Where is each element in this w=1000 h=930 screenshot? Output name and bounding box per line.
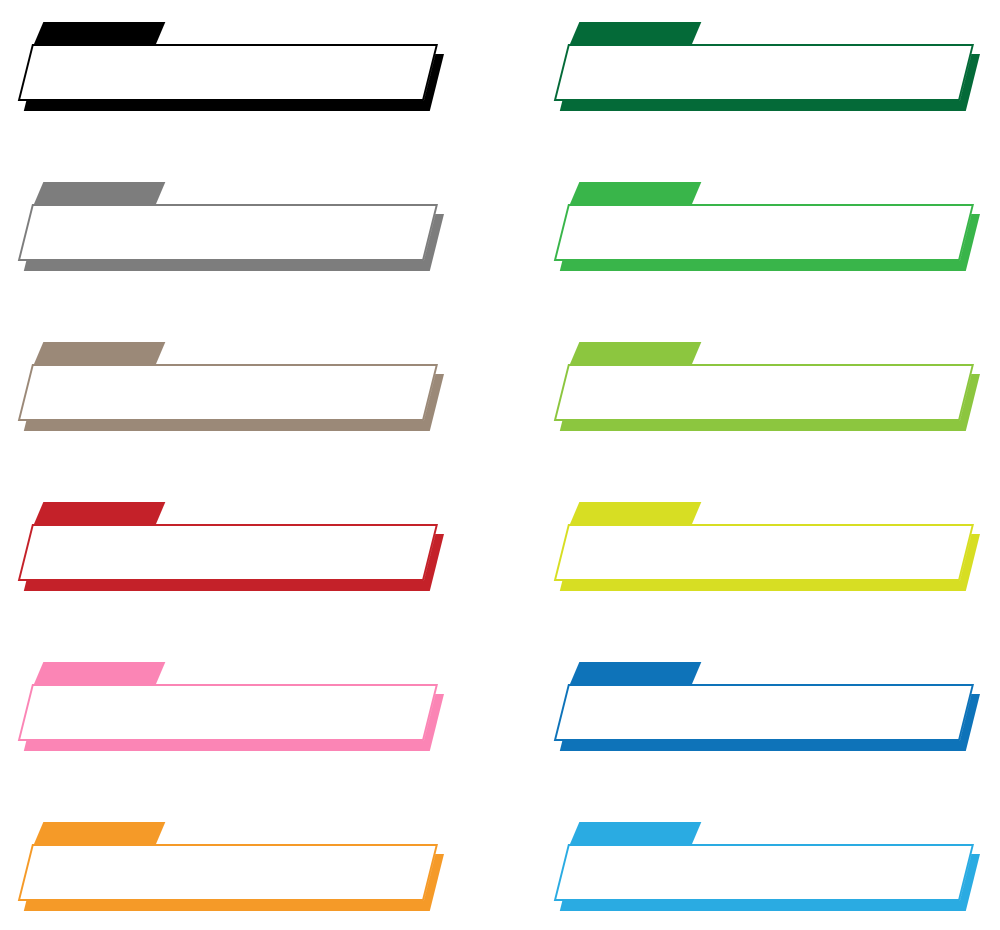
banner-tab xyxy=(570,182,702,204)
banner-tab xyxy=(34,182,166,204)
banner-grid xyxy=(0,22,1000,930)
banner-tab xyxy=(570,502,702,524)
banner-body xyxy=(17,204,439,261)
banner-sky-blue xyxy=(536,822,986,914)
banner-tab xyxy=(34,502,166,524)
banner-red xyxy=(0,502,450,594)
banner-body xyxy=(553,364,974,421)
banner-yellow-green xyxy=(536,342,986,434)
banner-body xyxy=(17,364,439,421)
banner-blue xyxy=(536,662,986,754)
banner-body xyxy=(553,684,974,741)
banner-black xyxy=(0,22,450,114)
banner-body xyxy=(17,524,439,581)
banner-body xyxy=(553,44,974,101)
banner-tab xyxy=(34,662,166,684)
banner-tab xyxy=(570,22,702,44)
banner-dark-green xyxy=(536,22,986,114)
banner-tab xyxy=(570,662,702,684)
banner-tab xyxy=(34,822,166,844)
banner-lime-yellow xyxy=(536,502,986,594)
banner-tab xyxy=(570,342,702,364)
banner-green xyxy=(536,182,986,274)
banner-body xyxy=(553,204,974,261)
banner-orange xyxy=(0,822,450,914)
banner-body xyxy=(553,844,974,901)
banner-tab xyxy=(34,342,166,364)
banner-body xyxy=(17,684,439,741)
banner-tab xyxy=(34,22,166,44)
banner-taupe xyxy=(0,342,450,434)
banner-gray xyxy=(0,182,450,274)
banner-tab xyxy=(570,822,702,844)
banner-body xyxy=(17,44,439,101)
banner-pink xyxy=(0,662,450,754)
banner-body xyxy=(553,524,974,581)
banner-body xyxy=(17,844,439,901)
